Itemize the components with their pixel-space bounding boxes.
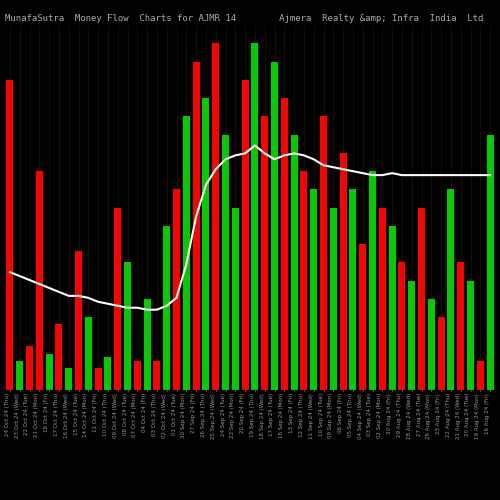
Bar [134,361,140,390]
Bar [398,262,406,390]
Text: MunafaSutra  Money Flow  Charts for AJMR 14        Ajmera  Realty &amp; Infra  I: MunafaSutra Money Flow Charts for AJMR 1… [5,14,484,23]
Bar [66,368,72,390]
Bar [281,98,287,390]
Bar [262,116,268,390]
Bar [16,361,23,390]
Bar [6,80,14,390]
Bar [202,98,209,390]
Bar [310,189,317,390]
Bar [438,317,444,390]
Bar [290,134,298,390]
Bar [388,226,396,390]
Bar [114,208,121,390]
Bar [448,189,454,390]
Bar [36,171,43,390]
Bar [46,354,52,390]
Bar [75,252,82,390]
Bar [418,208,425,390]
Bar [173,189,180,390]
Bar [458,262,464,390]
Bar [212,44,219,390]
Bar [85,317,91,390]
Bar [56,324,62,390]
Bar [369,171,376,390]
Bar [222,134,229,390]
Bar [192,62,200,390]
Bar [124,262,131,390]
Bar [330,208,336,390]
Bar [360,244,366,390]
Bar [252,44,258,390]
Bar [300,171,308,390]
Bar [350,189,356,390]
Bar [154,361,160,390]
Bar [144,298,150,390]
Bar [486,134,494,390]
Bar [477,361,484,390]
Bar [94,368,102,390]
Bar [408,280,415,390]
Bar [26,346,33,390]
Bar [104,357,112,390]
Bar [164,226,170,390]
Bar [232,208,238,390]
Bar [379,208,386,390]
Bar [271,62,278,390]
Bar [242,80,248,390]
Bar [340,153,346,390]
Bar [320,116,327,390]
Bar [428,298,434,390]
Bar [183,116,190,390]
Bar [467,280,474,390]
